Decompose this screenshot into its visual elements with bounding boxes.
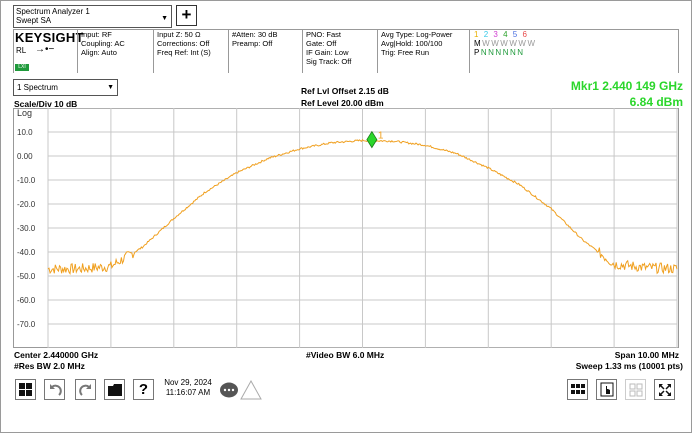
trig-setting: Trig: Free Run bbox=[381, 48, 430, 57]
avg-hold-setting: Avg|Hold: 100/100 bbox=[381, 39, 443, 48]
pno-setting: PNO: Fast bbox=[306, 30, 342, 39]
dropdown-arrow-icon: ▼ bbox=[161, 15, 168, 22]
input-arrow-icon: →•− bbox=[35, 44, 55, 55]
settings-col-pno[interactable]: PNO: Fast Gate: Off IF Gain: Low Sig Tra… bbox=[306, 30, 351, 66]
marker-diamond-icon bbox=[366, 130, 378, 149]
y-tick-label: -30.0 bbox=[17, 224, 36, 233]
y-tick-label: -40.0 bbox=[17, 248, 36, 257]
marker-frequency: Mkr1 2.440 149 GHz bbox=[570, 79, 683, 93]
divider bbox=[153, 29, 154, 73]
trace-type-row: MWWWWWW bbox=[474, 39, 537, 48]
input-setting: Input: RF bbox=[81, 30, 112, 39]
measurement-name: Swept SA bbox=[16, 16, 52, 25]
undo-icon bbox=[49, 383, 62, 396]
y-tick-label: -50.0 bbox=[17, 272, 36, 281]
window-layout-icon bbox=[629, 383, 642, 396]
lxi-badge: LXI bbox=[15, 64, 29, 71]
grid-icon bbox=[570, 383, 585, 394]
gate-setting: Gate: Off bbox=[306, 39, 337, 48]
settings-panel bbox=[13, 29, 679, 73]
ref-offset-label: Ref Lvl Offset 2.15 dB bbox=[301, 86, 389, 96]
log-label: Log bbox=[17, 108, 33, 118]
res-bw: #Res BW 2.0 MHz bbox=[14, 361, 85, 371]
y-tick-label: -10.0 bbox=[17, 176, 36, 185]
trace-number: 5 bbox=[512, 30, 519, 39]
trace-number: 4 bbox=[503, 30, 510, 39]
trace-numbers: 1 2 3 4 5 6 bbox=[474, 30, 537, 39]
marker-level: 6.84 dBm bbox=[629, 95, 683, 109]
warning-icon bbox=[240, 380, 262, 400]
touch-hand-icon bbox=[600, 382, 613, 397]
window-selector[interactable]: Spectrum Analyzer 1 Swept SA ▼ bbox=[13, 5, 172, 28]
divider bbox=[377, 29, 378, 73]
brand-logo: KEYSIGHT bbox=[15, 30, 84, 45]
if-gain-setting: IF Gain: Low bbox=[306, 48, 349, 57]
settings-col-input[interactable]: Input: RF Coupling: AC Align: Auto bbox=[81, 30, 125, 57]
message-area[interactable] bbox=[219, 380, 263, 400]
y-tick-label: -20.0 bbox=[17, 200, 36, 209]
spectrum-trace bbox=[47, 138, 678, 275]
sig-track-setting: Sig Track: Off bbox=[306, 57, 352, 66]
center-frequency: Center 2.440000 GHz bbox=[14, 350, 99, 360]
time-label: 11:16:07 AM bbox=[165, 388, 211, 397]
trace-detector-row: PNNNNNN bbox=[474, 48, 525, 57]
windows-icon bbox=[19, 383, 32, 396]
avg-type-setting: Avg Type: Log-Power bbox=[381, 30, 453, 39]
divider bbox=[302, 29, 303, 73]
date-label: Nov 29, 2024 bbox=[164, 378, 212, 387]
rl-label: RL bbox=[16, 46, 27, 55]
trace-number: 6 bbox=[522, 30, 529, 39]
divider bbox=[228, 29, 229, 73]
help-button[interactable]: ? bbox=[133, 379, 154, 400]
date-time: Nov 29, 2024 11:16:07 AM bbox=[158, 378, 218, 398]
sweep-time: Sweep 1.33 ms (10001 pts) bbox=[575, 361, 683, 371]
y-tick-label: -70.0 bbox=[17, 320, 36, 329]
settings-col-atten[interactable]: #Atten: 30 dB Preamp: Off bbox=[232, 30, 277, 48]
preamp-setting: Preamp: Off bbox=[232, 39, 273, 48]
span: Span 10.00 MHz bbox=[614, 350, 679, 360]
trace-status[interactable]: 1 2 3 4 5 6 MWWWWWW PNNNNNN bbox=[474, 30, 537, 57]
redo-button[interactable] bbox=[75, 379, 96, 400]
plus-icon: + bbox=[181, 5, 192, 24]
corrections-setting: Corrections: Off bbox=[157, 39, 210, 48]
input-z-setting: Input Z: 50 Ω bbox=[157, 30, 201, 39]
trace-number: 2 bbox=[483, 30, 490, 39]
undo-button[interactable] bbox=[44, 379, 65, 400]
scale-div-label: Scale/Div 10 dB bbox=[14, 99, 78, 109]
view-selector[interactable]: 1 Spectrum ▼ bbox=[13, 79, 118, 96]
redo-icon bbox=[78, 383, 91, 396]
view-name: 1 Spectrum bbox=[17, 83, 58, 92]
window-title: Spectrum Analyzer 1 bbox=[16, 7, 90, 16]
ref-level-label: Ref Level 20.00 dBm bbox=[301, 98, 384, 108]
expand-icon bbox=[658, 383, 671, 396]
video-bw: #Video BW 6.0 MHz bbox=[306, 350, 385, 360]
help-icon: ? bbox=[138, 381, 149, 398]
atten-setting: #Atten: 30 dB bbox=[232, 30, 278, 39]
folder-icon bbox=[107, 384, 122, 396]
coupling-setting: Coupling: AC bbox=[81, 39, 125, 48]
align-setting: Align: Auto bbox=[81, 48, 117, 57]
freq-ref-setting: Freq Ref: Int (S) bbox=[157, 48, 211, 57]
settings-col-corrections[interactable]: Input Z: 50 Ω Corrections: Off Freq Ref:… bbox=[157, 30, 211, 57]
y-tick-label: -60.0 bbox=[17, 296, 36, 305]
trace-number: 1 bbox=[474, 30, 480, 39]
marker-number-label: 1 bbox=[378, 131, 384, 142]
fullscreen-button[interactable] bbox=[654, 379, 675, 400]
y-tick-label: 10.0 bbox=[17, 128, 33, 137]
multi-screen-button[interactable] bbox=[567, 379, 588, 400]
add-window-button[interactable]: + bbox=[176, 5, 197, 26]
zoom-window-button[interactable] bbox=[625, 379, 646, 400]
divider bbox=[469, 29, 470, 73]
settings-col-avg[interactable]: Avg Type: Log-Power Avg|Hold: 100/100 Tr… bbox=[381, 30, 452, 57]
dropdown-arrow-icon: ▼ bbox=[107, 84, 114, 91]
trace-number: 3 bbox=[493, 30, 500, 39]
file-button[interactable] bbox=[104, 379, 125, 400]
windows-start-button[interactable] bbox=[15, 379, 36, 400]
touch-button[interactable] bbox=[596, 379, 617, 400]
spectrum-chart[interactable]: 10.0 0.00 -10.0 -20.0 -30.0 -40.0 -50.0 -60.0 -7… bbox=[13, 108, 679, 348]
divider bbox=[77, 29, 78, 73]
y-tick-label: 0.00 bbox=[17, 152, 33, 161]
